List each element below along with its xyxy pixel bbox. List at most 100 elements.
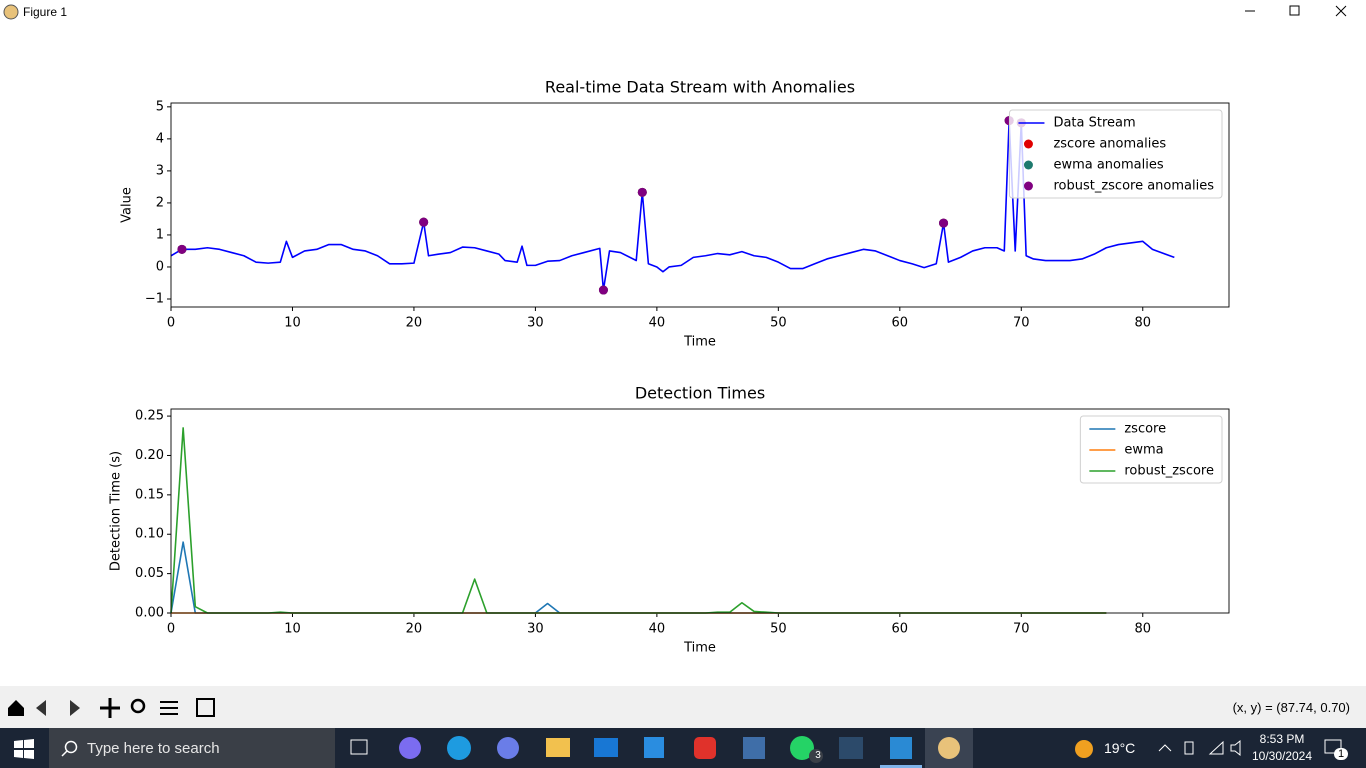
copilot[interactable] — [399, 737, 421, 759]
anomaly-point — [177, 244, 187, 254]
cursor-status: (x, y) = (87.74, 0.70) — [1232, 700, 1350, 715]
x-tick-label: 50 — [770, 622, 787, 637]
legend: zscore ewma robust_zscore — [1079, 415, 1223, 484]
explorer[interactable] — [546, 738, 570, 757]
legend-marker — [1023, 160, 1033, 170]
y-tick-label: −1 — [145, 291, 164, 306]
zoom-button[interactable] — [130, 698, 146, 714]
legend-label: ewma anomalies — [1053, 158, 1163, 173]
x-tick-label: 10 — [284, 622, 301, 637]
anomaly-point — [419, 217, 429, 227]
toolbar-buttons — [8, 698, 215, 718]
axes-background — [171, 409, 1229, 613]
whatsapp-badge: 3 — [815, 750, 821, 761]
x-tick-label: 40 — [649, 622, 666, 637]
taskbar-apps — [350, 728, 973, 768]
active-indicator — [880, 765, 922, 768]
matplotlib[interactable] — [938, 737, 960, 759]
legend-label: robust_zscore anomalies — [1053, 179, 1214, 194]
y-tick-label: 2 — [156, 195, 164, 210]
home-button[interactable] — [8, 700, 24, 716]
start-button[interactable] — [14, 739, 34, 759]
chart-title: Detection Times — [635, 384, 765, 403]
search-box[interactable]: Type here to search — [49, 728, 335, 768]
maximize[interactable] — [1289, 5, 1300, 16]
anomaly-point — [637, 187, 647, 197]
legend-label: zscore anomalies — [1053, 137, 1166, 152]
axes-frame — [170, 102, 1230, 308]
store[interactable] — [644, 737, 664, 758]
chart-title: Real-time Data Stream with Anomalies — [545, 78, 855, 97]
legend: Data Stream zscore anomalies ewma anomalie… — [1008, 109, 1223, 199]
x-tick-label: 70 — [1013, 622, 1030, 637]
tray-icons[interactable] — [1155, 738, 1250, 758]
task-view[interactable] — [350, 739, 368, 755]
forward-button[interactable] — [70, 700, 80, 716]
weather: 19°C — [1104, 740, 1136, 756]
window-title: Figure 1 — [23, 5, 68, 19]
wps[interactable] — [694, 737, 716, 759]
edge[interactable] — [447, 736, 471, 760]
x-tick-label: 40 — [649, 316, 666, 331]
anomaly-point — [598, 285, 608, 295]
back-button[interactable] — [36, 700, 46, 716]
window-controls[interactable] — [1226, 0, 1366, 24]
x-axis-label: Time — [683, 641, 716, 656]
taskbar: Type here to search 3 19°C 8:53 PM 10/30… — [0, 728, 1366, 768]
python[interactable] — [743, 737, 765, 759]
save-button[interactable] — [196, 698, 215, 717]
x-axis-label: Time — [683, 335, 716, 350]
y-tick-label: 0.10 — [135, 527, 164, 542]
toolbar: (x, y) = (87.74, 0.70) — [0, 686, 1366, 728]
x-tick-label: 80 — [1134, 622, 1151, 637]
mysql[interactable] — [839, 737, 863, 759]
x-tick-label: 30 — [527, 316, 544, 331]
legend-label: Data Stream — [1053, 116, 1135, 131]
legend-label: zscore — [1124, 422, 1166, 437]
y-tick-label: 0.25 — [135, 409, 164, 424]
y-tick-label: 5 — [156, 99, 164, 114]
y-axis-label: Detection Time (s) — [109, 451, 124, 571]
close[interactable] — [1335, 5, 1347, 17]
search-placeholder: Type here to search — [87, 740, 220, 757]
mail[interactable] — [594, 738, 618, 757]
x-tick-label: 60 — [892, 316, 909, 331]
x-tick-label: 0 — [167, 622, 175, 637]
title-bar: Figure 1 — [0, 0, 1366, 24]
y-tick-label: 0.05 — [135, 566, 164, 581]
notifications[interactable] — [1324, 738, 1346, 760]
y-tick-label: 1 — [156, 227, 164, 242]
legend-label: ewma — [1124, 443, 1163, 458]
notification-count: 1 — [1334, 748, 1348, 760]
app[interactable] — [497, 737, 519, 759]
x-tick-label: 20 — [406, 622, 423, 637]
y-tick-label: 4 — [156, 131, 164, 146]
x-tick-label: 10 — [284, 316, 301, 331]
legend-marker — [1023, 181, 1033, 191]
clock-time: 8:53 PM — [1259, 732, 1305, 746]
x-tick-label: 0 — [167, 316, 175, 331]
y-tick-label: 3 — [156, 163, 164, 178]
x-tick-label: 70 — [1013, 316, 1030, 331]
axes-frame — [170, 408, 1230, 614]
whatsapp[interactable] — [790, 736, 814, 760]
configure-button[interactable] — [160, 701, 178, 715]
x-tick-label: 30 — [527, 622, 544, 637]
badge — [809, 749, 823, 763]
clock-date: 10/30/2024 — [1251, 749, 1313, 763]
legend-box — [1008, 109, 1223, 199]
pan-button[interactable] — [100, 698, 120, 718]
legend-box — [1079, 415, 1223, 484]
legend-label: robust_zscore — [1124, 464, 1214, 479]
x-tick-label: 60 — [892, 622, 909, 637]
y-tick-label: 0.20 — [135, 448, 164, 463]
x-tick-label: 20 — [406, 316, 423, 331]
x-tick-label: 80 — [1134, 316, 1151, 331]
y-tick-label: 0.00 — [135, 606, 164, 621]
anomaly-point — [939, 218, 949, 228]
y-tick-label: 0.15 — [135, 487, 164, 502]
y-tick-label: 0 — [156, 259, 164, 274]
vscode[interactable] — [890, 737, 912, 759]
weather-icon — [1075, 740, 1093, 758]
